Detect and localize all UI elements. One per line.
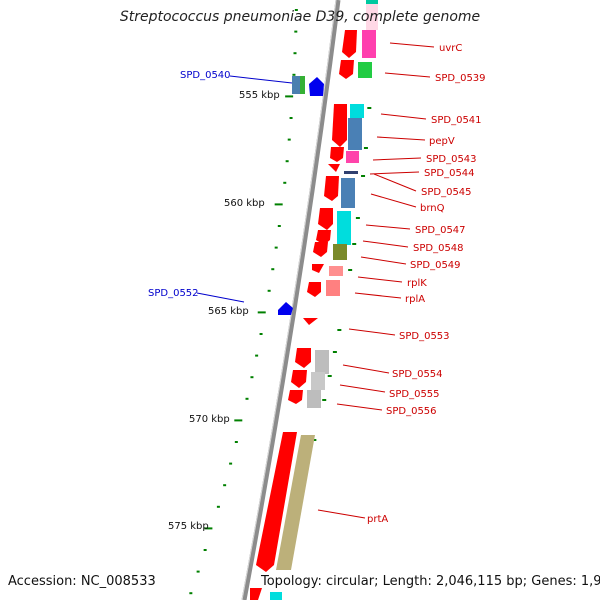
scale-label-565: 565 kbp <box>208 306 249 317</box>
gene-bar-rplK[interactable] <box>329 266 343 276</box>
gene-label-SPD_0543[interactable]: SPD_0543 <box>426 154 477 165</box>
gene-label-prtA[interactable]: prtA <box>367 514 388 525</box>
label-leaders <box>196 42 435 519</box>
gene-bar-brnQ[interactable] <box>341 178 355 208</box>
gene-arrow-SPD_0554[interactable] <box>295 348 311 368</box>
genome-backbone <box>241 0 341 600</box>
gene-bar-SPD_0544[interactable] <box>344 171 358 174</box>
gene-bar-SPD_0543[interactable] <box>346 151 359 163</box>
gene-label-SPD_0545[interactable]: SPD_0545 <box>421 187 472 198</box>
leader-SPD_0547 <box>365 224 411 230</box>
gene-label-SPD_0539[interactable]: SPD_0539 <box>435 73 486 84</box>
gene-arrow-SPD_0547[interactable] <box>318 208 333 230</box>
gene-bar-SPD_0555[interactable] <box>311 372 325 390</box>
genome-backbone-highlight <box>241 0 337 600</box>
scale-label-555: 555 kbp <box>239 90 280 101</box>
scale-label-575: 575 kbp <box>168 521 209 532</box>
gene-label-SPD_0554[interactable]: SPD_0554 <box>392 369 443 380</box>
gene-label-brnQ[interactable]: brnQ <box>420 203 445 214</box>
gene-arrow-rplA[interactable] <box>307 282 321 297</box>
leader-SPD_0540 <box>229 75 293 84</box>
scale-label-560: 560 kbp <box>224 198 265 209</box>
gene-arrow-bottom-partial[interactable] <box>250 588 262 600</box>
leader-SPD_0539 <box>384 72 431 78</box>
gene-label-SPD_0548[interactable]: SPD_0548 <box>413 243 464 254</box>
gene-arrow-SPD_0541[interactable] <box>332 104 347 147</box>
gene-label-SPD_0540[interactable]: SPD_0540 <box>180 70 231 81</box>
gene-label-SPD_0549[interactable]: SPD_0549 <box>410 260 461 271</box>
leader-SPD_0549 <box>360 256 407 265</box>
leader-brnQ <box>370 193 417 208</box>
gene-label-SPD_0544[interactable]: SPD_0544 <box>424 168 475 179</box>
leader-SPD_0544 <box>369 171 420 175</box>
gene-bar-uvrC-light[interactable] <box>366 0 378 30</box>
left-gene-labels: SPD_0540 SPD_0552 <box>148 70 231 299</box>
gene-arrow-SPD_0555[interactable] <box>291 370 307 388</box>
gene-bar-SPD_0547[interactable] <box>337 211 351 245</box>
leader-SPD_0554 <box>342 364 390 374</box>
gene-bar-rplA[interactable] <box>326 280 340 296</box>
leader-pepV <box>376 136 426 141</box>
leader-SPD_0555 <box>339 384 386 393</box>
gene-label-SPD_0555[interactable]: SPD_0555 <box>389 389 440 400</box>
leader-SPD_0541 <box>380 113 427 120</box>
gene-bar-prtA[interactable] <box>276 435 315 570</box>
gene-arrow-SPD_0556[interactable] <box>288 390 303 404</box>
gene-arrow-SPD_0539[interactable] <box>339 60 354 79</box>
gene-label-rplA[interactable]: rplA <box>405 294 425 305</box>
scale-ticks <box>189 9 372 595</box>
gene-arrow-prtA[interactable] <box>256 432 297 572</box>
gene-label-SPD_0553[interactable]: SPD_0553 <box>399 331 450 342</box>
gene-bar-SPD_0539[interactable] <box>358 62 372 78</box>
gene-features <box>250 0 378 600</box>
gene-arrow-rplK[interactable] <box>312 264 324 273</box>
accession-text: Accession: NC_008533 <box>8 574 156 589</box>
gene-bar-SPD_0540[interactable] <box>292 76 300 94</box>
scale-label-570: 570 kbp <box>189 414 230 425</box>
gene-bar-pepV[interactable] <box>348 118 362 150</box>
gene-arrow-SPD_0543[interactable] <box>330 147 344 162</box>
gene-label-pepV[interactable]: pepV <box>429 136 455 147</box>
gene-label-SPD_0552[interactable]: SPD_0552 <box>148 288 199 299</box>
gene-bar-SPD_0541[interactable] <box>350 104 364 118</box>
gene-label-SPD_0556[interactable]: SPD_0556 <box>386 406 437 417</box>
gene-arrow-SPD_0553[interactable] <box>303 318 318 325</box>
gene-label-uvrC[interactable]: uvrC <box>439 43 462 54</box>
gene-label-SPD_0547[interactable]: SPD_0547 <box>415 225 466 236</box>
leader-SPD_0548 <box>362 240 409 248</box>
leader-prtA <box>317 509 366 519</box>
leader-rplK <box>357 276 403 283</box>
gene-label-rplK[interactable]: rplK <box>407 278 427 289</box>
gene-arrow-SPD_0548[interactable] <box>316 230 331 245</box>
gene-label-SPD_0541[interactable]: SPD_0541 <box>431 115 482 126</box>
map-title: Streptococcus pneumoniae D39, complete g… <box>119 9 481 25</box>
gene-bar-uvrC[interactable] <box>362 30 376 58</box>
gene-arrow-SPD_0540[interactable] <box>309 77 324 96</box>
gene-bar-SPD_0554[interactable] <box>315 350 329 374</box>
leader-uvrC <box>389 42 435 48</box>
leader-SPD_0552 <box>196 292 245 303</box>
leader-SPD_0545 <box>373 173 417 192</box>
topology-text: Topology: circular; Length: 2,046,115 bp… <box>261 574 600 589</box>
leader-SPD_0543 <box>372 157 422 161</box>
gene-arrow-uvrC[interactable] <box>342 30 357 58</box>
gene-arrow-SPD_0552[interactable] <box>278 302 293 315</box>
gene-arrow-SPD_0545[interactable] <box>324 176 339 201</box>
gene-bar-SPD_0556[interactable] <box>307 390 321 408</box>
scale-labels: 555 kbp 560 kbp 565 kbp 570 kbp 575 kbp <box>168 90 280 532</box>
gene-arrow-SPD_0544[interactable] <box>328 164 340 172</box>
leader-SPD_0553 <box>348 328 396 336</box>
gene-bar-top-cyan[interactable] <box>366 0 378 4</box>
gene-bar-SPD_0540-b[interactable] <box>300 76 305 94</box>
gene-bar-bottom-partial[interactable] <box>270 592 282 600</box>
leader-rplA <box>354 292 402 299</box>
gene-arrow-SPD_0549[interactable] <box>313 242 328 257</box>
leader-SPD_0556 <box>336 403 383 411</box>
right-gene-labels: uvrC SPD_0539 SPD_0541 pepV SPD_0543 SPD… <box>367 43 486 525</box>
gene-bar-SPD_0549[interactable] <box>333 244 347 260</box>
